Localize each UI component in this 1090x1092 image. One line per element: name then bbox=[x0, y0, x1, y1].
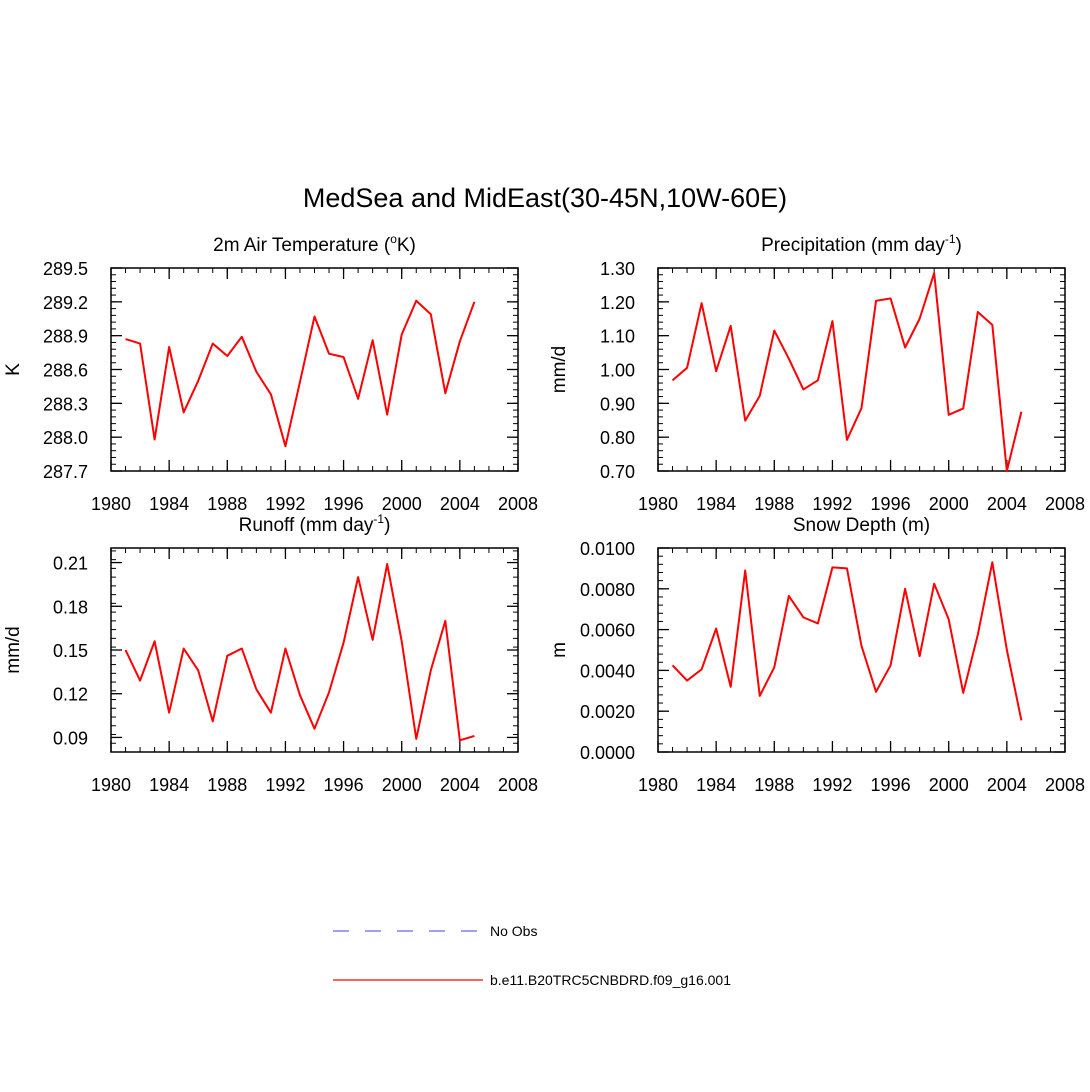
snow-depth-x-tick-label: 1996 bbox=[871, 775, 911, 795]
runoff-x-tick-label: 2008 bbox=[498, 775, 538, 795]
snow-depth-frame bbox=[657, 547, 1066, 753]
snow-depth-y-axis-label: m bbox=[549, 642, 570, 658]
air-temperature-y-tick-label: 288.6 bbox=[43, 361, 88, 381]
snow-depth-y-tick-label: 0.0040 bbox=[580, 661, 635, 681]
snow-depth-x-tick-label: 2008 bbox=[1045, 775, 1085, 795]
air-temperature-frame bbox=[110, 267, 519, 472]
air-temperature-x-tick-label: 1992 bbox=[265, 494, 305, 514]
runoff-x-tick-label: 1980 bbox=[91, 775, 131, 795]
runoff-x-tick-label: 2000 bbox=[382, 775, 422, 795]
precipitation-y-tick-label: 1.30 bbox=[600, 259, 635, 279]
air-temperature-title-text-end: K) bbox=[397, 235, 416, 256]
air-temperature-x-tick-label: 2008 bbox=[498, 494, 538, 514]
precipitation-x-tick-label: 1992 bbox=[812, 494, 852, 514]
precipitation-x-tick-label: 2004 bbox=[987, 494, 1027, 514]
runoff-y-axis-label: mm/d bbox=[3, 626, 24, 674]
runoff-y-tick-label: 0.09 bbox=[53, 728, 88, 748]
precipitation-x-tick-label: 1984 bbox=[696, 494, 736, 514]
snow-depth-y-tick-label: 0.0060 bbox=[580, 621, 635, 641]
air-temperature-x-tick-label: 2004 bbox=[440, 494, 480, 514]
runoff-x-tick-label: 1996 bbox=[324, 775, 364, 795]
runoff-x-tick-label: 1984 bbox=[149, 775, 189, 795]
runoff-x-tick-label: 1988 bbox=[207, 775, 247, 795]
figure-title: MedSea and MidEast(30-45N,10W-60E) bbox=[303, 183, 787, 213]
precipitation-title: Precipitation (mm day-1) bbox=[761, 232, 962, 256]
snow-depth-x-tick-label: 1992 bbox=[812, 775, 852, 795]
runoff-x-tick-label: 2004 bbox=[440, 775, 480, 795]
air-temperature-y-tick-label: 288.9 bbox=[43, 327, 88, 347]
precipitation-title-text: Precipitation (mm day bbox=[761, 235, 945, 256]
runoff-y-tick-label: 0.18 bbox=[53, 597, 88, 617]
runoff-title-superscript: -1 bbox=[373, 512, 384, 526]
precipitation-y-axis-label: mm/d bbox=[549, 346, 570, 394]
runoff-series-line bbox=[124, 563, 475, 742]
air-temperature-series-line bbox=[125, 299, 476, 448]
precipitation-y-tick-label: 0.80 bbox=[600, 428, 635, 448]
precipitation-title-text-end: ) bbox=[956, 235, 962, 256]
precipitation-x-tick-label: 2000 bbox=[929, 494, 969, 514]
precipitation-y-tick-label: 0.70 bbox=[600, 462, 635, 482]
precipitation-x-tick-label: 2008 bbox=[1045, 494, 1085, 514]
precipitation-title-superscript: -1 bbox=[945, 232, 956, 246]
air-temperature-title: 2m Air Temperature (oK) bbox=[213, 232, 416, 256]
snow-depth-title-text: Snow Depth (m) bbox=[793, 515, 930, 536]
precipitation-x-tick-label: 1988 bbox=[754, 494, 794, 514]
snow-depth-y-tick-label: 0.0000 bbox=[580, 743, 635, 763]
precipitation-y-tick-label: 1.10 bbox=[600, 327, 635, 347]
runoff-title-text: Runoff (mm day bbox=[239, 515, 374, 536]
runoff-y-tick-label: 0.15 bbox=[53, 641, 88, 661]
panel-air-temperature: 1980 1984 1988 1992 1996 2000 2004 2008 287.7 288… bbox=[3, 232, 538, 514]
snow-depth-x-tick-label: 1984 bbox=[696, 775, 736, 795]
runoff-title-text-end: ) bbox=[384, 515, 390, 536]
air-temperature-y-tick-label: 289.5 bbox=[43, 259, 88, 279]
air-temperature-x-tick-label: 1996 bbox=[324, 494, 364, 514]
panel-runoff: 1980 1984 1988 1992 1996 2000 2004 2008 0.09 0.12… bbox=[3, 512, 538, 795]
precipitation-y-tick-label: 1.00 bbox=[600, 361, 635, 381]
air-temperature-x-tick-label: 1988 bbox=[207, 494, 247, 514]
legend-no-obs-label: No Obs bbox=[490, 923, 537, 939]
legend: No Obs b.e11.B20TRC5CNBDRD.f09_g16.001 bbox=[333, 923, 731, 988]
air-temperature-y-axis-label: K bbox=[3, 363, 24, 376]
legend-model-label: b.e11.B20TRC5CNBDRD.f09_g16.001 bbox=[490, 972, 731, 988]
snow-depth-x-tick-label: 1980 bbox=[638, 775, 678, 795]
snow-depth-x-tick-label: 2000 bbox=[929, 775, 969, 795]
runoff-y-tick-label: 0.12 bbox=[53, 685, 88, 705]
air-temperature-title-text: 2m Air Temperature ( bbox=[213, 235, 391, 256]
air-temperature-x-tick-label: 1980 bbox=[91, 494, 131, 514]
snow-depth-series-line bbox=[671, 561, 1023, 721]
snow-depth-y-tick-label: 0.0100 bbox=[580, 539, 635, 559]
air-temperature-y-tick-label: 288.3 bbox=[43, 394, 88, 414]
precipitation-series-line bbox=[671, 272, 1023, 472]
air-temperature-title-superscript: o bbox=[390, 232, 397, 246]
panel-snow-depth: 1980 1984 1988 1992 1996 2000 2004 2008 0.0000 0.… bbox=[549, 515, 1085, 795]
panels: 1980 1984 1988 1992 1996 2000 2004 2008 287.7 288… bbox=[3, 232, 1085, 795]
precipitation-y-tick-label: 0.90 bbox=[600, 394, 635, 414]
precipitation-x-tick-label: 1996 bbox=[871, 494, 911, 514]
precipitation-y-tick-label: 1.20 bbox=[600, 293, 635, 313]
runoff-title: Runoff (mm day-1) bbox=[239, 512, 391, 536]
runoff-x-tick-label: 1992 bbox=[265, 775, 305, 795]
snow-depth-x-tick-label: 2004 bbox=[987, 775, 1027, 795]
snow-depth-y-tick-label: 0.0080 bbox=[580, 580, 635, 600]
air-temperature-y-tick-label: 288.0 bbox=[43, 428, 88, 448]
snow-depth-title: Snow Depth (m) bbox=[793, 515, 930, 536]
air-temperature-x-tick-label: 2000 bbox=[382, 494, 422, 514]
runoff-y-tick-label: 0.21 bbox=[53, 554, 88, 574]
panel-precipitation: 1980 1984 1988 1992 1996 2000 2004 2008 0.70 0.80… bbox=[549, 232, 1085, 514]
air-temperature-x-tick-label: 1984 bbox=[149, 494, 189, 514]
air-temperature-y-tick-label: 289.2 bbox=[43, 293, 88, 313]
precipitation-x-tick-label: 1980 bbox=[638, 494, 678, 514]
snow-depth-x-tick-label: 1988 bbox=[754, 775, 794, 795]
snow-depth-y-tick-label: 0.0020 bbox=[580, 702, 635, 722]
air-temperature-y-tick-label: 287.7 bbox=[43, 462, 88, 482]
